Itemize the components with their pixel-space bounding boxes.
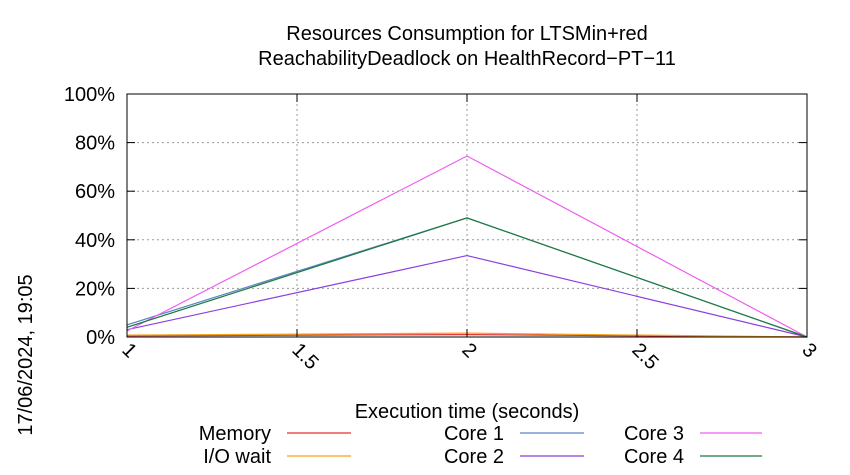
series-line-core-4 [126,217,808,338]
y-tick-label: 0% [86,327,115,349]
legend-label-core-2: Core 2 [444,446,504,468]
x-tick-label: 2 [457,339,480,362]
y-tick-label: 20% [75,278,115,300]
x-axis-label: Execution time (seconds) [355,401,580,423]
x-tick-label: 3 [797,339,820,362]
y-tick-label: 80% [75,133,115,155]
x-tick-label: 2.5 [627,339,662,374]
y-tick-label: 100% [64,84,115,106]
x-tick-label: 1.5 [287,339,322,374]
x-tick-label: 1 [117,339,140,362]
legend-label-memory: Memory [199,423,271,445]
legend-label-core-1: Core 1 [444,423,504,445]
legend-label-core-3: Core 3 [624,423,684,445]
series-line-core-3 [126,155,808,338]
axis-ticks: 0% 20% 40% 60% 80% 100% 1 1.5 2 2.5 3 [64,84,821,374]
legend-label-i-o-wait: I/O wait [203,446,271,468]
grid [126,93,808,338]
y-tick-label: 40% [75,230,115,252]
chart-title-line-2: ReachabilityDeadlock on HealthRecord−PT−… [258,48,676,70]
series-line-core-2 [126,254,808,338]
legend-label-core-4: Core 4 [624,446,684,468]
timestamp: 17/06/2024, 19:05 [15,274,37,435]
chart-title-line-1: Resources Consumption for LTSMin+red [286,23,647,45]
y-tick-label: 60% [75,181,115,203]
